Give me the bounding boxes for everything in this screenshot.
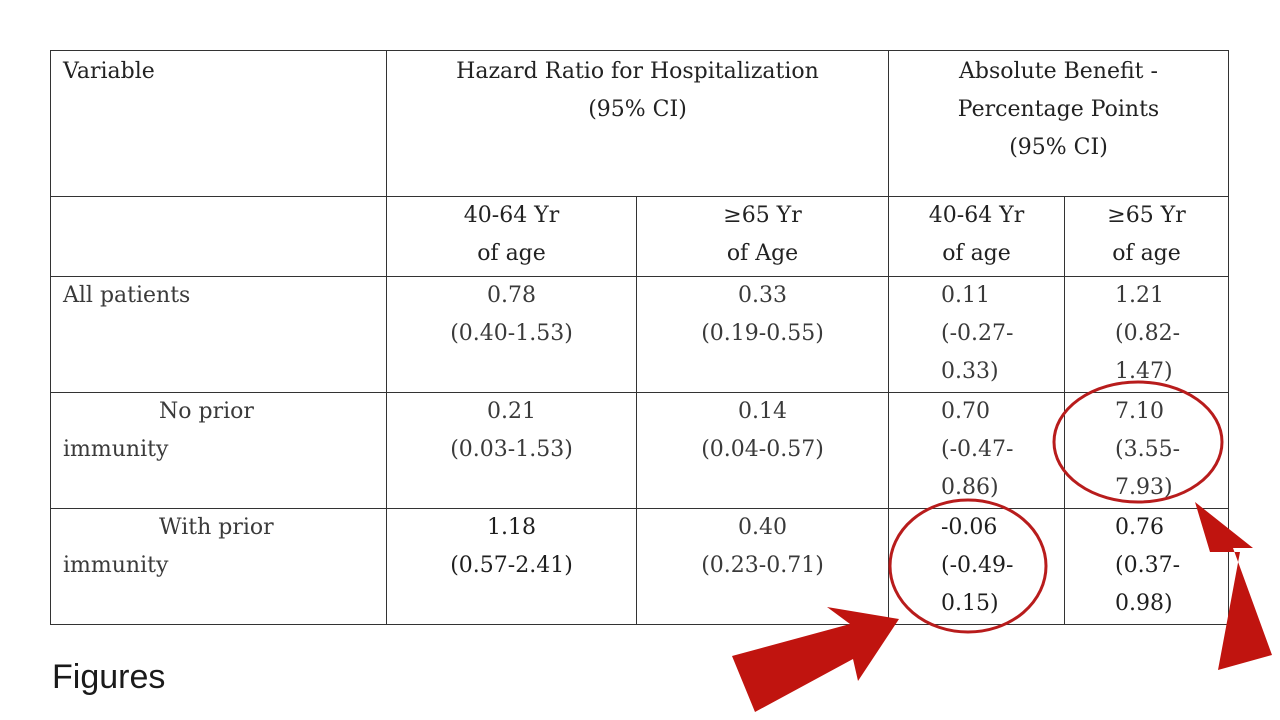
cell-value: 0.78 [487,283,536,308]
row-label-line1: With prior [159,515,274,540]
cell-ci: (0.23-0.71) [701,553,824,578]
table-row: No prior immunity 0.21 (0.03-1.53) 0.14 … [50,392,1229,509]
subheader-hr-65-line2: of Age [726,241,799,266]
cell-ci: (0.57-2.41) [450,553,573,578]
cell-ci-start: (-0.27- [941,321,1014,346]
row-label-line2: immunity [63,437,169,462]
cell-ci: (0.19-0.55) [701,321,824,346]
cell-value: 0.70 [941,399,990,424]
cell-ci-end: 0.33) [941,359,999,384]
subheader-empty [50,196,387,277]
cell-value: 1.18 [487,515,536,540]
cell-value: -0.06 [941,515,998,540]
cell-ci-start: (3.55- [1115,437,1181,462]
subheader-ab-40-64-line1: 40-64 Yr [928,203,1025,228]
cell-ci-end: 0.86) [941,475,999,500]
cell-value: 0.40 [738,515,787,540]
cell-ci-end: 0.15) [941,591,999,616]
cell-ci-end: 1.47) [1115,359,1173,384]
table-row: All patients 0.78 (0.40-1.53) 0.33 (0.19… [50,276,1229,393]
highlight-circle-ab-40-64-with-prior [888,498,1048,634]
cell-ci-start: (0.37- [1115,553,1181,578]
cell-value: 0.76 [1115,515,1164,540]
highlight-circle-ab-65-no-prior [1052,380,1224,504]
cell-ci-end: 7.93) [1115,475,1173,500]
header-hr-line2: (95% CI) [588,97,687,122]
table-header-row: Variable Hazard Ratio for Hospitalizatio… [50,50,1229,197]
cell-ab-65: 1.21 (0.82- 1.47) [1064,276,1229,393]
cell-ci-end: 0.98) [1115,591,1173,616]
subheader-hr-40-64-line2: of age [477,241,546,266]
row-label: No prior immunity [50,392,387,509]
subheader-ab-40-64-line2: of age [942,241,1011,266]
row-label-line2: immunity [63,553,169,578]
cell-value: 0.11 [941,283,990,308]
table-subheader-row: 40-64 Yr of age ≥65 Yr of Age 40-64 Yr o… [50,196,1229,277]
subheader-ab-40-64: 40-64 Yr of age [888,196,1065,277]
subheader-ab-65-line2: of age [1112,241,1181,266]
cell-value: 0.14 [738,399,787,424]
subheader-hr-65: ≥65 Yr of Age [636,196,889,277]
row-label: All patients [50,276,387,393]
subheader-ab-65: ≥65 Yr of age [1064,196,1229,277]
red-arrow-right-icon [1195,502,1272,670]
cell-hr-65: 0.40 (0.23-0.71) [636,508,889,625]
row-label-line1: No prior [159,399,254,424]
cell-value: 0.21 [487,399,536,424]
cell-ci-start: (-0.49- [941,553,1014,578]
cell-ci-start: (0.82- [1115,321,1181,346]
header-absolute-benefit: Absolute Benefit - Percentage Points (95… [888,50,1229,197]
row-label: With prior immunity [50,508,387,625]
cell-hr-65: 0.14 (0.04-0.57) [636,392,889,509]
cell-ci: (0.03-1.53) [450,437,573,462]
cell-hr-40-64: 0.78 (0.40-1.53) [386,276,637,393]
red-arrow-left-icon [732,607,899,712]
cell-ab-40-64: 0.11 (-0.27- 0.33) [888,276,1065,393]
cell-ci-start: (-0.47- [941,437,1014,462]
subheader-hr-40-64: 40-64 Yr of age [386,196,637,277]
subheader-hr-40-64-line1: 40-64 Yr [463,203,560,228]
table-row: With prior immunity 1.18 (0.57-2.41) 0.4… [50,508,1229,625]
subheader-ab-65-line1: ≥65 Yr [1107,203,1186,228]
figures-heading: Figures [52,658,166,696]
header-hr-line1: Hazard Ratio for Hospitalization [456,59,819,84]
cell-value: 1.21 [1115,283,1164,308]
cell-value: 7.10 [1115,399,1164,424]
subheader-hr-65-line1: ≥65 Yr [723,203,802,228]
cell-ab-65: 0.76 (0.37- 0.98) [1064,508,1229,625]
cell-ab-65: 7.10 (3.55- 7.93) [1064,392,1229,509]
cell-ci: (0.04-0.57) [701,437,824,462]
results-table: Variable Hazard Ratio for Hospitalizatio… [50,50,1229,625]
header-ab-line3: (95% CI) [1009,135,1108,160]
header-hazard-ratio: Hazard Ratio for Hospitalization (95% CI… [386,50,889,197]
header-variable: Variable [50,50,387,197]
header-ab-line1: Absolute Benefit - [959,59,1158,84]
header-ab-line2: Percentage Points [957,97,1160,122]
cell-value: 0.33 [738,283,787,308]
cell-ci: (0.40-1.53) [450,321,573,346]
row-label-line1: All patients [63,283,191,308]
cell-hr-40-64: 1.18 (0.57-2.41) [386,508,637,625]
